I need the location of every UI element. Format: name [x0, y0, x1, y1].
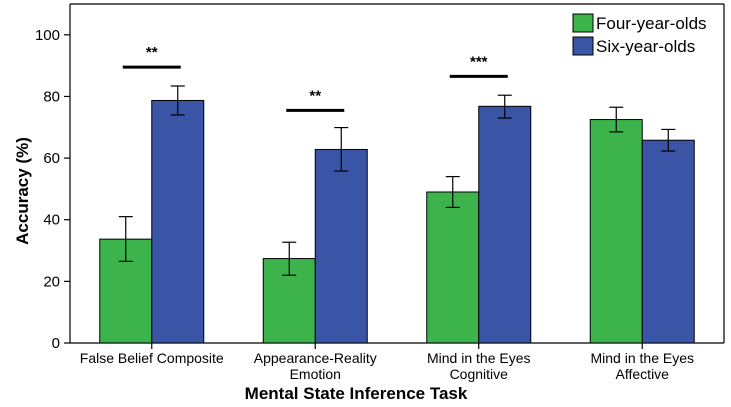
bar-four-year-olds: [589, 119, 643, 344]
legend-swatch-six-year-olds: [572, 36, 594, 56]
legend-swatch-four-year-olds: [572, 13, 594, 33]
x-tick-label: Mind in the Eyes: [591, 350, 695, 366]
x-tick-label: False Belief Composite: [80, 350, 224, 366]
bar-six-year-olds: [641, 139, 695, 344]
y-tick-label: 40: [43, 212, 60, 229]
y-tick-label: 80: [43, 88, 60, 105]
bar-six-year-olds: [478, 105, 532, 344]
x-tick-label: Emotion: [290, 366, 341, 382]
plot-area: 0 20 40 60 80 100 False Belief Composite Appear…: [35, 3, 725, 382]
bar-six-year-olds: [151, 99, 205, 344]
legend-label: Six-year-olds: [596, 37, 695, 56]
x-axis-title: Mental State Inference Task: [245, 384, 468, 403]
significance-label: ***: [470, 53, 488, 70]
y-tick-label: 20: [43, 273, 60, 290]
significance-label: **: [146, 44, 158, 61]
x-tick-label: Cognitive: [450, 366, 509, 382]
y-tick-label: 100: [35, 27, 60, 44]
legend: Four-year-olds Six-year-olds: [572, 13, 707, 56]
x-tick-label: Appearance-Reality: [254, 350, 377, 366]
x-tick-label: Mind in the Eyes: [427, 350, 531, 366]
legend-label: Four-year-olds: [596, 14, 707, 33]
y-tick-label: 60: [43, 150, 60, 167]
y-axis-title: Accuracy (%): [13, 137, 32, 245]
bar-six-year-olds: [314, 148, 368, 344]
bar-four-year-olds: [426, 191, 480, 344]
y-tick-label: 0: [52, 335, 60, 352]
x-tick-label: Affective: [616, 366, 670, 382]
significance-label: **: [309, 87, 321, 104]
